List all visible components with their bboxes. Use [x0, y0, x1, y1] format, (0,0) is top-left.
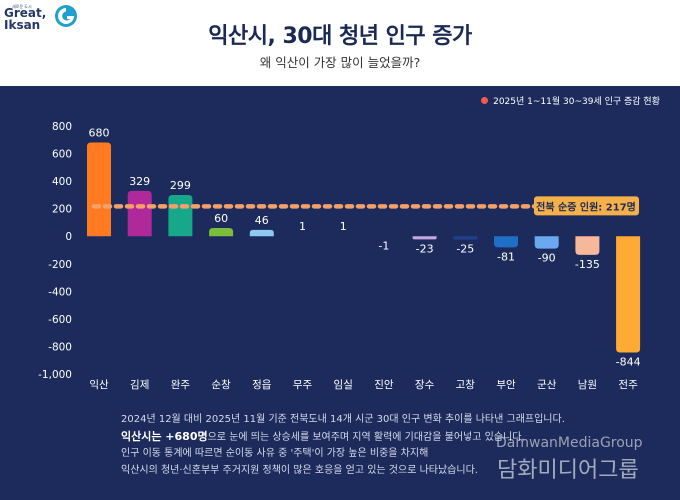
x-tick-label: 부안 — [496, 379, 516, 391]
logo-text-great: Great, — [4, 6, 47, 20]
note-line-4: 익산시의 청년·신혼부부 주거지원 정책이 많은 호응을 얻고 있는 것으로 나… — [121, 465, 478, 476]
y-tick-label: 800 — [52, 121, 72, 133]
x-tick-label: 남원 — [578, 379, 597, 391]
chart-legend: 2025년 1~11월 30~39세 인구 증감 현황 — [481, 94, 660, 107]
data-label: 299 — [170, 179, 191, 192]
logo: 새로운 도시 Great, Iksan — [4, 4, 80, 34]
bar-완주 — [168, 195, 193, 237]
x-tick-label: 완주 — [171, 378, 191, 391]
data-label: -844 — [616, 356, 641, 369]
x-tick-label: 익산 — [89, 379, 109, 391]
data-label: -81 — [497, 250, 515, 263]
x-tick-label: 군산 — [537, 379, 557, 391]
chart-panel — [0, 86, 680, 500]
y-tick-label: -400 — [48, 286, 72, 298]
y-tick-label: 200 — [52, 204, 72, 216]
data-label: 46 — [255, 214, 269, 227]
bar-정읍 — [249, 229, 274, 237]
x-tick-label: 전주 — [618, 379, 638, 391]
y-tick-label: 400 — [52, 176, 72, 188]
bar-장수 — [412, 236, 437, 240]
data-label: -25 — [456, 243, 474, 256]
note-line-2-rest: 으로 눈에 띄는 상승세를 보여주며 지역 활력에 기대감을 불어넣고 있습니다… — [207, 432, 525, 443]
y-tick-label: -800 — [48, 341, 72, 353]
bar-남원 — [575, 236, 600, 255]
header: 새로운 도시 Great, Iksan 익산시, 30대 청년 인구 증가 왜 … — [0, 0, 680, 86]
y-tick-label: -1,000 — [38, 369, 72, 381]
x-tick-label: 순창 — [211, 379, 231, 391]
legend-dot-icon — [481, 97, 489, 104]
bar-익산 — [87, 142, 111, 237]
data-label: 680 — [89, 127, 110, 140]
note-highlight: 익산시는 +680명 — [121, 430, 208, 443]
x-tick-label: 장수 — [415, 379, 435, 391]
watermark-ko: 담화미디어그룹 — [497, 458, 639, 483]
y-tick-label: 600 — [52, 149, 72, 161]
x-tick-label: 진안 — [374, 379, 394, 391]
x-tick-label: 정읍 — [252, 379, 272, 391]
y-tick-label: -600 — [48, 314, 72, 326]
bar-전주 — [616, 236, 641, 353]
note-line-1: 2024년 12월 대비 2025년 11월 기준 전북도내 14개 시군 30… — [121, 414, 565, 425]
page-title: 익산시, 30대 청년 인구 증가 — [208, 24, 472, 49]
data-label: -23 — [416, 242, 434, 255]
x-tick-label: 고창 — [456, 379, 476, 391]
legend-label: 2025년 1~11월 30~39세 인구 증감 현황 — [493, 97, 660, 107]
x-tick-label: 김제 — [130, 379, 149, 391]
watermark-en: DamwanMediaGroup — [496, 435, 643, 451]
note-line-2: 익산시는 +680명으로 눈에 띄는 상승세를 보여주며 지역 활력에 기대감을… — [121, 430, 641, 445]
bar-김제 — [127, 190, 152, 237]
logo-mark-icon — [55, 5, 77, 27]
x-tick-label: 임실 — [334, 378, 353, 391]
data-label: -1 — [378, 239, 389, 252]
page-subtitle: 왜 익산이 가장 많이 늘었을까? — [259, 55, 421, 70]
data-label: 1 — [299, 220, 306, 233]
logo-text-iksan: Iksan — [4, 18, 41, 32]
data-label: -135 — [575, 258, 600, 271]
x-tick-label: 무주 — [293, 379, 313, 391]
y-tick-label: -200 — [48, 259, 72, 271]
data-label: 1 — [340, 220, 347, 233]
data-label: -90 — [538, 252, 556, 265]
y-tick-label: 0 — [65, 231, 72, 243]
bar-순창 — [209, 227, 234, 237]
bar-고창 — [453, 236, 478, 240]
logo-tagline: 새로운 도시 — [12, 4, 32, 9]
bar-군산 — [534, 236, 559, 249]
average-label: 전북 순증 인원: 217명 — [536, 200, 636, 213]
average-label-box — [534, 196, 639, 216]
data-label: 60 — [214, 212, 228, 225]
note-line-3: 인구 이동 통계에 따르면 순이동 사유 중 '주택'이 가장 높은 비중을 차… — [121, 448, 429, 459]
data-label: 329 — [129, 175, 150, 188]
bar-부안 — [494, 236, 518, 248]
